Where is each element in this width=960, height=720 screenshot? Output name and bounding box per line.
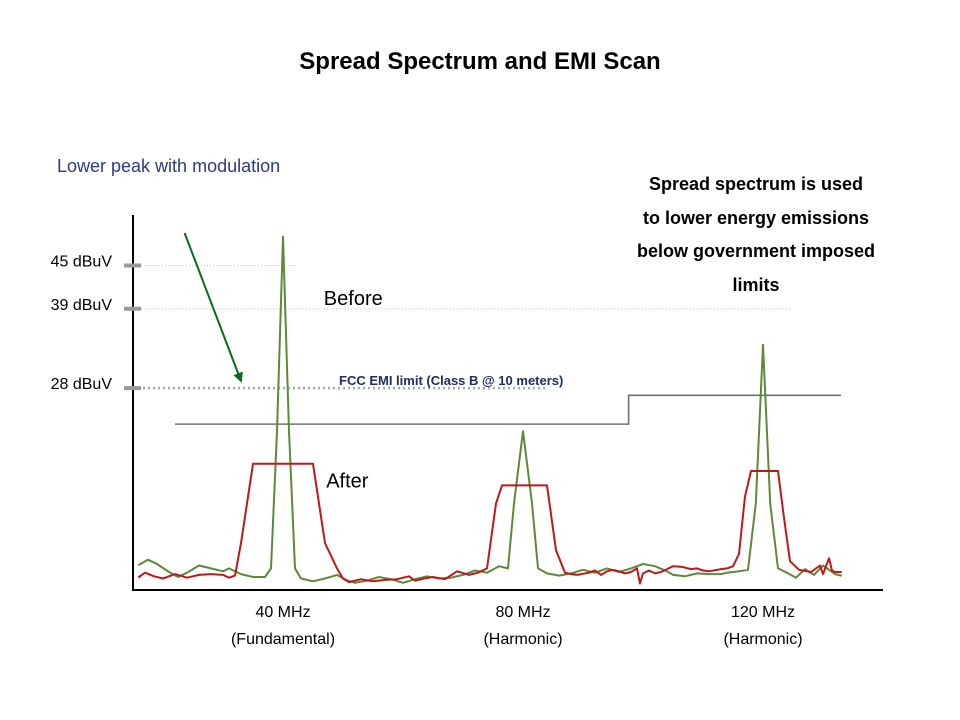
x-tick-label: 40 MHz — [255, 604, 310, 621]
y-tick-label: 28 dBuV — [51, 376, 113, 393]
y-tick-label: 45 dBuV — [51, 253, 113, 270]
series-label-after: After — [326, 471, 369, 493]
note-line: Spread spectrum is used — [648, 174, 864, 194]
y-tick-label: 39 dBuV — [51, 297, 113, 314]
note-line: limits — [732, 274, 780, 295]
explanation-note: Spread spectrum is used to lower energy … — [600, 168, 912, 302]
note-line: below government imposed — [636, 241, 876, 261]
x-tick-sublabel: (Harmonic) — [723, 631, 802, 648]
series-label-before: Before — [324, 288, 383, 310]
note-line: to lower energy emissions — [642, 207, 870, 228]
fcc-limit-line — [175, 394, 841, 425]
x-tick-label: 120 MHz — [731, 604, 795, 621]
x-tick-label: 80 MHz — [495, 604, 550, 621]
page-title: Spread Spectrum and EMI Scan — [299, 48, 661, 75]
series-line-before — [138, 235, 842, 584]
x-tick-sublabel: (Fundamental) — [231, 631, 335, 648]
x-tick-sublabel: (Harmonic) — [483, 631, 562, 648]
series-line-after — [138, 462, 842, 585]
fcc-limit-label: FCC EMI limit (Class B @ 10 meters) — [339, 373, 563, 388]
modulation-annotation-label: Lower peak with modulation — [57, 156, 280, 176]
modulation-arrow — [183, 232, 243, 383]
